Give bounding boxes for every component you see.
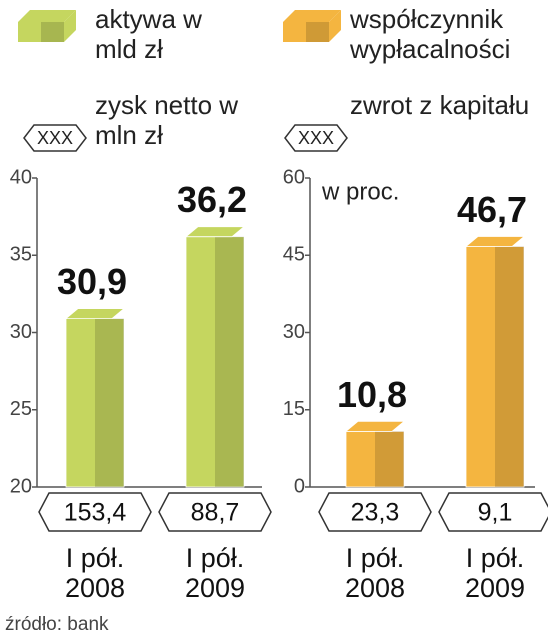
source: źródło: bank: [5, 614, 109, 635]
y-tick-label: 35: [10, 244, 32, 266]
legend-icon-side: [64, 10, 76, 42]
value-label: 10,8: [337, 374, 407, 415]
value-label: 36,2: [177, 179, 247, 220]
badge-label: 153,4: [64, 499, 127, 527]
legend-icon: [283, 22, 329, 42]
legend-label: zysk netto w mln zł: [95, 90, 239, 150]
legend-icon-shade: [41, 22, 64, 42]
legend-badge-label: XXX: [298, 128, 334, 148]
legend-label: zwrot z kapitału: [350, 90, 530, 120]
y-tick-label: 20: [10, 475, 32, 497]
legend-label: współczynnik wypłacalności: [350, 4, 511, 64]
bar: [65, 318, 125, 488]
legend-badge: [284, 124, 348, 152]
y-tick-label: 25: [10, 398, 32, 420]
y-tick-label: 40: [10, 166, 32, 188]
bar-shade: [375, 431, 404, 487]
y-tick-label: 15: [283, 398, 305, 420]
x-tick-label: I pół. 2008: [344, 543, 406, 603]
x-tick-label: I pół. 2009: [464, 543, 526, 603]
bar: [185, 236, 245, 488]
badge: [438, 492, 548, 532]
legend-icon: [18, 22, 64, 42]
bar-shade: [215, 236, 244, 487]
badge-label: 88,7: [191, 499, 240, 527]
badge: [158, 492, 272, 532]
legend-icon-side: [329, 10, 341, 42]
bar: [465, 246, 525, 488]
x-tick-label: I pół. 2008: [64, 543, 126, 603]
y-tick-label: 0: [294, 475, 305, 497]
y-tick-label: 30: [283, 321, 305, 343]
badge-label: 9,1: [478, 499, 513, 527]
bar-top: [344, 420, 406, 432]
legend-label: aktywa w mld zł: [95, 4, 202, 64]
unit-label: w proc.: [321, 178, 399, 205]
x-tick-label: I pół. 2009: [184, 543, 246, 603]
y-tick-label: 30: [10, 321, 32, 343]
legend-badge-label: XXX: [37, 128, 73, 148]
bar-top: [64, 308, 126, 319]
legend-icon-top: [283, 10, 341, 22]
legend-icon-shade: [306, 22, 329, 42]
legend-icon-top: [18, 10, 76, 22]
value-label: 46,7: [457, 189, 527, 230]
bar-shade: [495, 246, 524, 487]
bar-shade: [95, 318, 124, 487]
bar-top: [184, 226, 246, 238]
bar: [345, 430, 405, 488]
badge-label: 23,3: [351, 499, 400, 527]
badge: [318, 492, 432, 532]
bar-top: [464, 236, 526, 247]
value-label: 30,9: [57, 261, 127, 302]
badge: [38, 492, 152, 532]
y-tick-label: 60: [283, 166, 305, 188]
y-tick-label: 45: [283, 244, 305, 266]
legend-badge: [23, 124, 87, 152]
